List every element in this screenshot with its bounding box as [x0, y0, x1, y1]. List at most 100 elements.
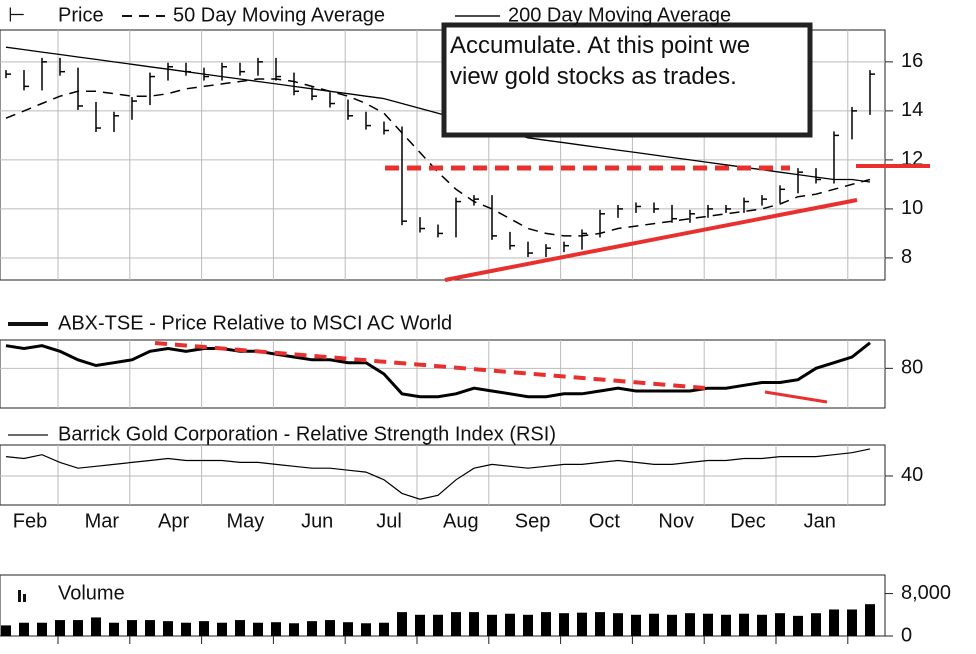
price-bar: [365, 111, 371, 130]
price-bar: [185, 62, 191, 76]
x-tick-label: Feb: [13, 510, 47, 532]
volume-bar: [181, 622, 191, 636]
legend-glyph: ⊢: [8, 4, 25, 26]
price-bar: [347, 99, 353, 120]
price-bar: [167, 62, 173, 81]
price-bar: [581, 229, 587, 250]
y-tick-label: 8: [901, 246, 912, 268]
volume-bar: [811, 613, 821, 636]
legend-glyph: [18, 590, 21, 602]
y-tick-label: 40: [901, 464, 923, 486]
volume-bar: [127, 620, 137, 636]
volume-bar: [775, 613, 785, 636]
price-bar: [779, 185, 785, 204]
legend-label: Barrick Gold Corporation - Relative Stre…: [58, 423, 556, 445]
price-bar: [797, 168, 803, 194]
volume-bar: [829, 609, 839, 636]
volume-bar: [757, 614, 767, 636]
x-tick-label: May: [227, 510, 265, 532]
volume-bar: [793, 615, 803, 636]
price-bar: [833, 131, 839, 184]
volume-bar: [397, 612, 407, 636]
volume-bar: [685, 613, 695, 636]
price-bar: [617, 204, 623, 218]
price-bar: [725, 204, 731, 213]
price-bar: [41, 57, 47, 91]
volume-bar: [73, 620, 83, 636]
volume-bar: [325, 620, 335, 636]
price-bar: [563, 241, 569, 253]
legend-label: 200 Day Moving Average: [508, 4, 731, 26]
y-tick-label: 80: [901, 357, 923, 379]
x-tick-label: Dec: [730, 510, 766, 532]
volume-bar: [721, 614, 731, 636]
y-tick-label: 0: [901, 624, 912, 646]
line: [5, 448, 871, 500]
volume-bar: [505, 613, 515, 636]
price-bar: [131, 97, 137, 120]
price-bar: [509, 231, 515, 250]
trend-line: [154, 341, 706, 390]
legend-label: Volume: [58, 582, 125, 604]
price-bar: [329, 92, 335, 108]
price-bar: [95, 101, 101, 133]
legend-label: ABX-TSE - Price Relative to MSCI AC Worl…: [58, 312, 452, 334]
price-bar: [491, 195, 497, 240]
trend-line: [444, 198, 858, 282]
volume-bar: [109, 622, 119, 636]
volume-bar: [541, 612, 551, 636]
volume-bar: [289, 623, 299, 636]
volume-bar: [847, 609, 857, 636]
legend-label: Price: [58, 4, 104, 26]
legend-glyph: [23, 594, 26, 602]
price-bar: [23, 70, 29, 91]
volume-bar: [577, 612, 587, 636]
volume-bar: [523, 614, 533, 636]
volume-bar: [19, 622, 29, 636]
price-bar: [59, 57, 65, 76]
volume-bar: [703, 613, 713, 636]
price-bar: [635, 202, 641, 213]
price-bar: [239, 62, 245, 76]
price-bar: [743, 197, 749, 213]
price-bar: [77, 67, 83, 110]
price-bar: [257, 57, 263, 76]
price-bar: [437, 224, 443, 238]
x-tick-label: Apr: [158, 510, 189, 532]
trend-line: [764, 390, 828, 404]
volume-bar: [91, 617, 101, 636]
volume-bar: [1, 625, 11, 636]
price-bar: [401, 126, 407, 226]
y-tick-label: 10: [901, 197, 923, 219]
x-tick-label: Mar: [85, 510, 120, 532]
panel-frame: [0, 444, 886, 506]
volume-bar: [469, 612, 479, 636]
volume-bar: [451, 612, 461, 636]
price-bar: [473, 195, 479, 206]
panel-frame: [0, 339, 886, 409]
volume-bar: [415, 614, 425, 636]
price-bar: [221, 62, 227, 81]
volume-bar: [613, 613, 623, 636]
price-bar: [419, 217, 425, 233]
volume-bar: [739, 613, 749, 636]
line: [5, 341, 871, 399]
volume-bar: [163, 621, 173, 636]
price-bar: [761, 195, 767, 206]
price-bar: [5, 70, 11, 79]
price-bar: [527, 241, 533, 258]
volume-bar: [487, 614, 497, 636]
annotation: Accumulate. At this point we view gold s…: [450, 32, 750, 90]
volume-bar: [217, 622, 227, 636]
price-bar: [851, 106, 857, 140]
price-bar: [113, 111, 119, 133]
x-tick-label: Jun: [301, 510, 333, 532]
price-bar: [455, 197, 461, 238]
volume-bar: [433, 614, 443, 636]
volume-bar: [667, 614, 677, 636]
volume-bar: [307, 621, 317, 636]
x-tick-label: Jul: [376, 510, 402, 532]
volume-bar: [199, 621, 209, 636]
volume-bar: [145, 620, 155, 636]
